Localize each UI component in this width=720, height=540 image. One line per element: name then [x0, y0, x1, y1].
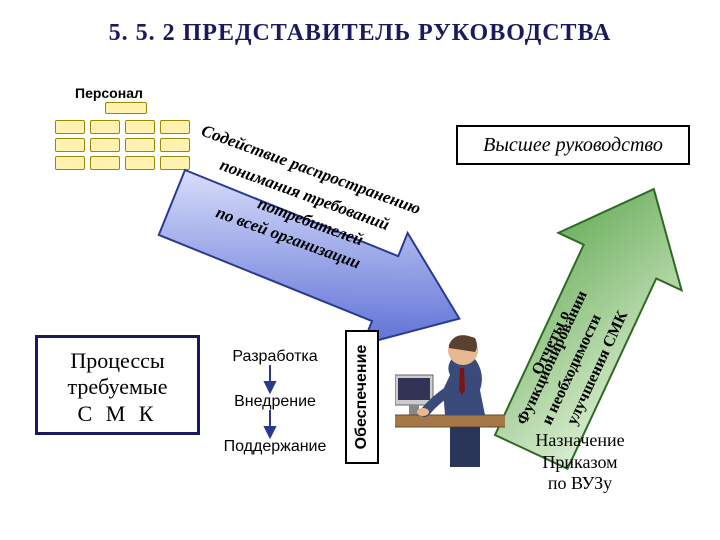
top-management-box: Высшее руководство [456, 125, 690, 165]
proc-l3: С М К [38, 401, 197, 427]
stage-develop: Разработка [210, 348, 340, 366]
stage-maintain: Поддержание [210, 438, 340, 456]
page-title: 5. 5. 2 ПРЕДСТАВИТЕЛЬ РУКОВОДСТВА [0, 20, 720, 47]
stage-implement: Внедрение [210, 393, 340, 411]
ensure-box: Обеспечение [345, 330, 379, 464]
ensure-label: Обеспечение [353, 345, 371, 450]
orgchart-thumbnail [50, 102, 200, 182]
personal-label: Персонал [75, 85, 143, 101]
person-illustration [395, 320, 505, 470]
assign-l2: Приказом [495, 452, 665, 474]
assign-l3: по ВУЗу [495, 473, 665, 495]
assignment-text: Назначение Приказом по ВУЗу [495, 430, 665, 495]
processes-box: Процессы требуемые С М К [35, 335, 200, 435]
proc-l1: Процессы [38, 348, 197, 374]
assign-l1: Назначение [495, 430, 665, 452]
proc-l2: требуемые [38, 374, 197, 400]
